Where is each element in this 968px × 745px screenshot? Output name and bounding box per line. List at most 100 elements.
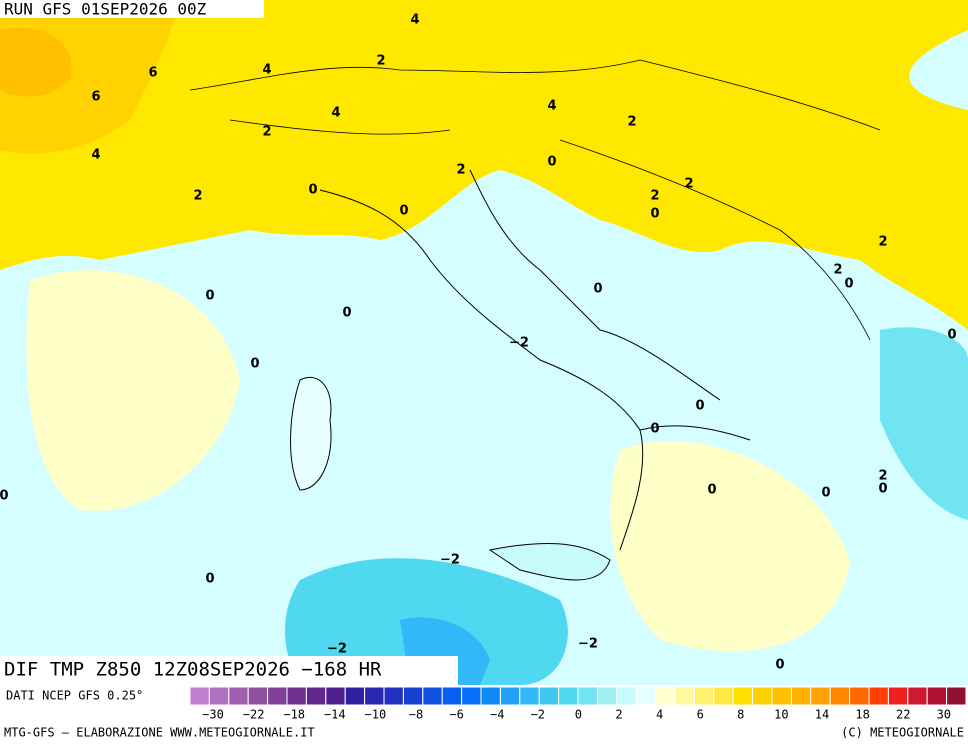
contour-label: 2 bbox=[684, 177, 693, 192]
contour-label: 0 bbox=[399, 204, 408, 219]
contour-label: 0 bbox=[821, 486, 830, 501]
contour-label: 0 bbox=[547, 155, 556, 170]
color-box bbox=[635, 686, 657, 706]
color-box bbox=[402, 686, 424, 706]
color-box bbox=[422, 686, 443, 706]
contour-label: 2 bbox=[650, 189, 659, 204]
contour-label: 0 bbox=[593, 282, 602, 297]
colorbar-label: 10 bbox=[774, 708, 788, 722]
color-box bbox=[674, 686, 695, 706]
colorbar-label: −8 bbox=[409, 708, 423, 722]
color-box bbox=[461, 686, 482, 706]
contour-label: 6 bbox=[91, 90, 100, 105]
color-box bbox=[305, 686, 327, 706]
mild-region bbox=[610, 441, 850, 652]
colorbar-label: −4 bbox=[490, 708, 504, 722]
color-box bbox=[364, 686, 385, 706]
color-box bbox=[325, 686, 346, 706]
color-box bbox=[228, 686, 249, 706]
map-title: DIF TMP Z850 12Z08SEP2026 −168 HR bbox=[4, 659, 382, 681]
color-box bbox=[383, 686, 404, 706]
colorbar-label: 22 bbox=[896, 708, 910, 722]
contour-label: 2 bbox=[376, 54, 385, 69]
contour-label: 2 bbox=[833, 263, 842, 278]
colorbar-label: 0 bbox=[575, 708, 582, 722]
colorbar-label: −14 bbox=[324, 708, 346, 722]
contour-label: 0 bbox=[707, 483, 716, 498]
contour-label: −2 bbox=[327, 642, 347, 657]
colorbar-label: −10 bbox=[365, 708, 387, 722]
color-box bbox=[267, 686, 288, 706]
contour-label: 0 bbox=[844, 277, 853, 292]
color-box bbox=[771, 686, 792, 706]
border bbox=[189, 59, 881, 341]
contour-label: 2 bbox=[262, 125, 271, 140]
color-box bbox=[189, 686, 210, 706]
contour-label: 0 bbox=[878, 482, 887, 497]
contour-label: 0 bbox=[205, 289, 214, 304]
credits-right: (C) METEOGIORNALE bbox=[841, 726, 964, 740]
color-box bbox=[693, 686, 715, 706]
color-box bbox=[538, 686, 560, 706]
data-source: DATI NCEP GFS 0.25° bbox=[6, 689, 143, 703]
mild-region bbox=[26, 270, 241, 511]
header-box bbox=[0, 0, 264, 18]
contour-label: 0 bbox=[0, 489, 9, 504]
color-box bbox=[519, 686, 540, 706]
contour-label: 0 bbox=[775, 658, 784, 673]
color-box bbox=[344, 686, 366, 706]
contour-label: 2 bbox=[456, 163, 465, 178]
contour-label: −2 bbox=[509, 336, 529, 351]
colorbar-label: −6 bbox=[449, 708, 463, 722]
colorbar-label: 18 bbox=[855, 708, 869, 722]
colorbar-label: 4 bbox=[656, 708, 663, 722]
color-box bbox=[907, 686, 928, 706]
color-box bbox=[208, 686, 230, 706]
colorbar-label: −2 bbox=[531, 708, 545, 722]
color-box bbox=[596, 686, 618, 706]
contour-label: 0 bbox=[650, 207, 659, 222]
warm-core bbox=[0, 27, 72, 97]
color-box bbox=[480, 686, 501, 706]
color-box bbox=[887, 686, 909, 706]
color-box bbox=[616, 686, 637, 706]
color-box bbox=[732, 686, 754, 706]
contour-label: 4 bbox=[331, 106, 340, 121]
contour-label: 4 bbox=[262, 63, 271, 78]
contour-label: 0 bbox=[650, 422, 659, 437]
color-box bbox=[441, 686, 463, 706]
contour-label: 4 bbox=[410, 13, 419, 28]
color-box bbox=[713, 686, 734, 706]
colorbar-label: −18 bbox=[283, 708, 305, 722]
colorbar-label: 14 bbox=[815, 708, 829, 722]
color-box bbox=[868, 686, 889, 706]
colorbar: −30 −22 −18 −14 −10 −8 −6 −4 −2 0 2 4 6 8 10 14 18 22 30 bbox=[189, 686, 967, 722]
run-label: RUN GFS 01SEP2026 00Z bbox=[4, 0, 207, 19]
contour-label: 2 bbox=[878, 469, 887, 484]
color-box bbox=[790, 686, 812, 706]
colorbar-label: −30 bbox=[202, 708, 224, 722]
color-box bbox=[946, 686, 967, 706]
color-box bbox=[247, 686, 269, 706]
contour-label: 4 bbox=[91, 148, 100, 163]
coastline bbox=[319, 169, 751, 551]
contour-label: 6 bbox=[148, 66, 157, 81]
cool-region bbox=[880, 327, 968, 520]
color-box bbox=[577, 686, 598, 706]
island bbox=[290, 377, 332, 491]
contour-label: 4 bbox=[547, 99, 556, 114]
contour-label: −2 bbox=[578, 637, 598, 652]
title-box bbox=[0, 656, 458, 685]
colorbar-label: 2 bbox=[615, 708, 622, 722]
colorbar-label: 6 bbox=[697, 708, 704, 722]
contour-label: 0 bbox=[695, 399, 704, 414]
warm-region bbox=[0, 0, 968, 330]
color-box bbox=[655, 686, 676, 706]
contour-label: 0 bbox=[205, 572, 214, 587]
color-box bbox=[286, 686, 307, 706]
contour-label: 2 bbox=[627, 115, 636, 130]
colorbar-label: 30 bbox=[937, 708, 951, 722]
color-box bbox=[926, 686, 948, 706]
